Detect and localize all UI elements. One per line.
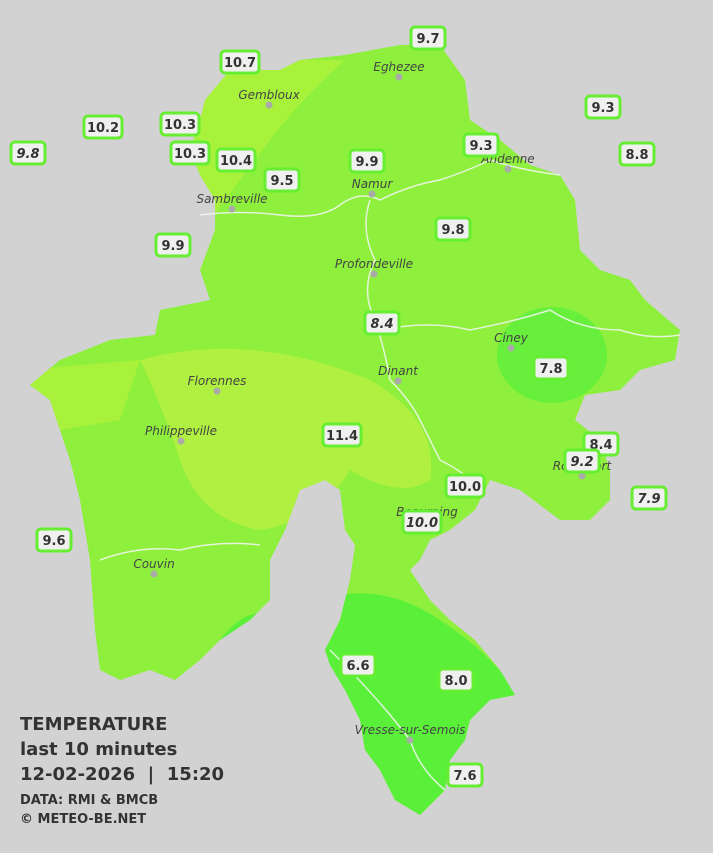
city-label: Florennes [188, 374, 247, 388]
city-label: Sambreville [196, 192, 267, 206]
city-dot [406, 736, 414, 744]
station-box [159, 111, 201, 137]
station-value: 10.0 [449, 480, 481, 495]
station-value: 9.2 [570, 455, 593, 470]
city-dot [368, 190, 376, 198]
city-dot [394, 377, 402, 385]
station-value: 10.4 [220, 154, 252, 169]
station-box [219, 49, 261, 75]
stations: 10.7 9.7 10.2 10.3 9.8 10.3 10.4 9.5 9.9 9.3 9.3 8.… [9, 25, 668, 788]
station-box [35, 527, 73, 553]
station-box [348, 148, 386, 174]
station-value: 9.6 [42, 534, 65, 549]
city-dot [265, 101, 273, 109]
legend-credit: © METEO-BE.NET [20, 812, 146, 827]
station-box [154, 232, 192, 258]
station-box [563, 448, 601, 474]
station-box [321, 422, 363, 448]
legend-title: TEMPERATURE [20, 714, 167, 735]
city-dot [177, 437, 185, 445]
station-value: 9.9 [161, 239, 184, 254]
station-value: 10.3 [164, 118, 196, 133]
station-value: 9.8 [16, 147, 39, 162]
station-value: 10.7 [224, 56, 256, 71]
city-dot [213, 387, 221, 395]
station-value: 8.8 [625, 148, 648, 163]
station-value: 10.2 [87, 121, 119, 136]
station-box [263, 167, 301, 193]
legend-subtitle: last 10 minutes [20, 739, 177, 760]
station-box [462, 132, 500, 158]
city-dot [370, 270, 378, 278]
station-box [584, 94, 622, 120]
station-box [618, 141, 656, 167]
station-box [215, 147, 257, 173]
city-label: Gembloux [238, 88, 300, 102]
city-label: Vresse-sur-Semois [355, 723, 466, 737]
station-value: 7.6 [453, 769, 476, 784]
city-dot [578, 472, 586, 480]
station-value: 8.0 [444, 674, 467, 689]
city-dot [395, 73, 403, 81]
station-box [444, 473, 486, 499]
station-value: 9.8 [441, 223, 464, 238]
city-dot [150, 570, 158, 578]
cities: EghezeeGemblouxAndenneNamurSambrevillePr… [133, 60, 613, 744]
city-label: Dinant [378, 364, 419, 378]
station-value: 9.7 [416, 32, 439, 47]
station-value: 9.3 [591, 101, 614, 116]
city-label: Namur [352, 177, 394, 191]
station-value: 9.3 [469, 139, 492, 154]
station-box [9, 140, 47, 166]
station-value: 7.9 [637, 492, 660, 507]
station-box [630, 485, 668, 511]
station-value: 9.5 [270, 174, 293, 189]
station-box [363, 310, 401, 336]
city-label: Profondeville [335, 257, 413, 271]
city-dot [504, 165, 512, 173]
city-label: Couvin [133, 557, 174, 571]
station-box [532, 355, 570, 381]
station-value: 11.4 [326, 429, 358, 444]
legend-source: DATA: RMI & BMCB [20, 793, 158, 808]
station-box [446, 762, 484, 788]
station-box [437, 667, 475, 693]
station-box [169, 140, 211, 166]
station-value: 10.0 [406, 516, 438, 531]
station-value: 10.3 [174, 147, 206, 162]
city-dot [228, 205, 236, 213]
city-label: Eghezee [373, 60, 424, 74]
station-value: 9.9 [355, 155, 378, 170]
station-box [82, 114, 124, 140]
station-box [434, 216, 472, 242]
station-box [401, 509, 443, 535]
legend-datetime: 12-02-2026 | 15:20 [20, 764, 224, 785]
city-dot [507, 344, 515, 352]
city-label: Ciney [494, 331, 529, 345]
station-value: 7.8 [539, 362, 562, 377]
station-value: 6.6 [346, 659, 369, 674]
station-box [409, 25, 447, 51]
info-block: TEMPERATURE last 10 minutes 12-02-2026 |… [20, 714, 224, 827]
station-value: 8.4 [370, 317, 393, 332]
station-box [339, 652, 377, 678]
city-label: Philippeville [145, 424, 217, 438]
